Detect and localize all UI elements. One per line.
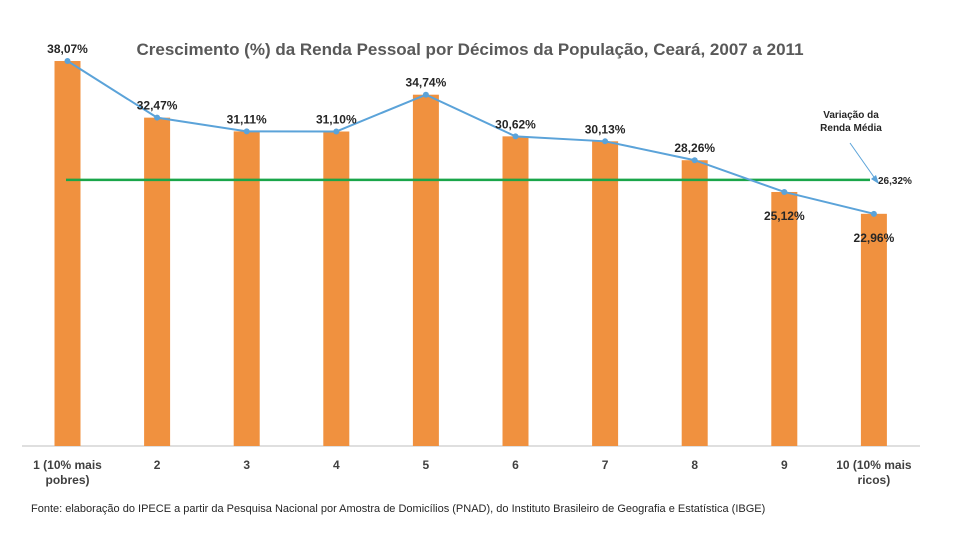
trend-point xyxy=(333,128,340,135)
x-tick-label: 1 (10% mais xyxy=(33,458,102,472)
trend-line-group xyxy=(64,58,877,217)
bar xyxy=(502,136,529,446)
x-tick-label: 4 xyxy=(333,458,340,472)
data-label: 32,47% xyxy=(137,99,178,113)
source-note: Fonte: elaboração do IPECE a partir da P… xyxy=(31,503,766,515)
annotation-group: Variação da Renda Média xyxy=(820,110,882,184)
data-label: 22,96% xyxy=(854,231,895,245)
data-label: 31,11% xyxy=(227,112,267,126)
trend-point xyxy=(870,210,877,217)
data-label: 25,12% xyxy=(764,209,805,223)
trend-point xyxy=(422,91,429,98)
bar xyxy=(323,131,350,446)
chart-title: Crescimento (%) da Renda Pessoal por Déc… xyxy=(136,40,803,59)
data-label: 28,26% xyxy=(674,141,715,155)
data-label: 30,13% xyxy=(585,122,626,136)
annotation-text: Renda Média xyxy=(820,123,882,134)
x-tick-label: pobres) xyxy=(45,473,89,487)
bar xyxy=(771,191,798,446)
bars-group xyxy=(54,61,887,447)
bar xyxy=(860,213,887,446)
annotation-arrowhead xyxy=(871,175,879,184)
reference-line-label: 26,32% xyxy=(878,176,912,187)
bar xyxy=(412,94,439,447)
x-tick-label: 5 xyxy=(423,458,430,472)
annotation-text: Variação da xyxy=(823,110,879,121)
x-tick-label: 7 xyxy=(602,458,609,472)
trend-point xyxy=(512,133,519,140)
data-labels-group: 38,07% 32,47% 31,11% 31,10% 34,74% 30,62% 30,1… xyxy=(47,42,894,245)
x-tick-label: 3 xyxy=(243,458,250,472)
bar xyxy=(233,131,260,446)
bar xyxy=(144,117,171,446)
trend-point xyxy=(691,157,698,164)
data-label: 34,74% xyxy=(406,76,447,90)
trend-point xyxy=(154,114,161,121)
data-label: 30,62% xyxy=(495,117,536,131)
annotation-arrow xyxy=(849,142,877,181)
data-label: 31,10% xyxy=(316,113,357,127)
x-tick-label: 8 xyxy=(691,458,698,472)
x-tick-label: 2 xyxy=(154,458,161,472)
x-tick-label: 10 (10% mais xyxy=(836,458,912,472)
x-tick-label: 6 xyxy=(512,458,519,472)
reference-line-group: 26,32% xyxy=(66,176,912,187)
trend-line xyxy=(66,60,875,215)
data-label: 38,07% xyxy=(47,42,88,56)
bar xyxy=(54,61,81,447)
x-tick-label: 9 xyxy=(781,458,788,472)
x-tick-label: ricos) xyxy=(858,473,891,487)
trend-point xyxy=(243,128,250,135)
bar xyxy=(592,141,619,447)
trend-point xyxy=(64,58,71,65)
trend-point xyxy=(781,188,788,195)
bar xyxy=(681,160,708,446)
trend-point xyxy=(602,138,609,145)
